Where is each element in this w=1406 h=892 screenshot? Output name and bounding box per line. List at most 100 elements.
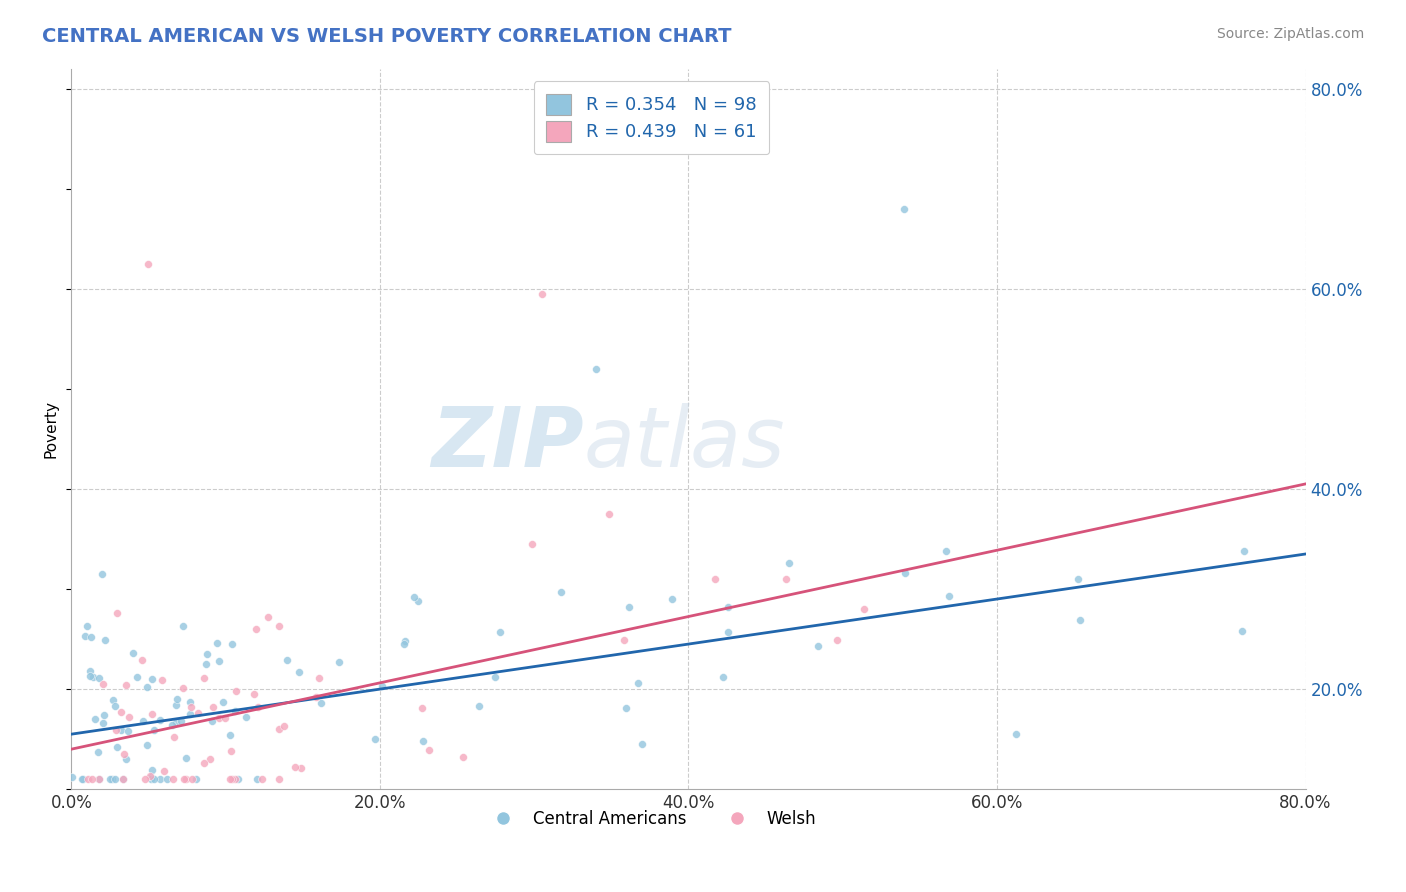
Point — [89, 772, 111, 787]
Point — [256, 610, 278, 624]
Point — [148, 772, 170, 787]
Point — [77, 772, 100, 787]
Point — [935, 544, 957, 558]
Point — [143, 723, 166, 737]
Point — [311, 696, 333, 710]
Point — [284, 760, 307, 774]
Point — [72, 772, 94, 787]
Point — [246, 772, 269, 787]
Point — [101, 772, 124, 787]
Point — [60, 770, 83, 784]
Point — [598, 507, 620, 521]
Point — [250, 772, 273, 787]
Point — [894, 566, 917, 580]
Point — [775, 572, 797, 586]
Point — [112, 772, 135, 787]
Point — [364, 732, 387, 747]
Point — [406, 593, 429, 607]
Point — [328, 655, 350, 669]
Point — [243, 688, 266, 702]
Point — [198, 752, 221, 766]
Point — [221, 637, 243, 651]
Point — [451, 750, 474, 764]
Point — [136, 680, 159, 694]
Point — [616, 700, 638, 714]
Point — [661, 592, 683, 607]
Point — [267, 722, 290, 736]
Point — [825, 632, 848, 647]
Point — [150, 673, 173, 688]
Point — [522, 537, 544, 551]
Point — [221, 772, 243, 787]
Point — [163, 730, 186, 744]
Point — [141, 770, 163, 784]
Point — [105, 739, 128, 754]
Point — [412, 734, 434, 748]
Point — [617, 599, 640, 614]
Point — [111, 772, 134, 787]
Point — [174, 772, 197, 787]
Point — [121, 646, 143, 660]
Point — [228, 772, 250, 787]
Point — [141, 706, 163, 721]
Y-axis label: Poverty: Poverty — [44, 400, 58, 458]
Legend: Central Americans, Welsh: Central Americans, Welsh — [479, 804, 823, 835]
Point — [117, 723, 139, 738]
Point — [1230, 624, 1253, 639]
Point — [394, 634, 416, 648]
Point — [93, 707, 115, 722]
Point — [852, 601, 875, 615]
Point — [180, 700, 202, 714]
Point — [166, 691, 188, 706]
Point — [717, 625, 740, 640]
Point — [131, 714, 153, 728]
Point — [91, 677, 114, 691]
Point — [221, 744, 243, 758]
Point — [87, 671, 110, 685]
Point — [84, 712, 107, 726]
Point — [153, 764, 176, 778]
Text: atlas: atlas — [583, 403, 785, 483]
Point — [193, 756, 215, 770]
Point — [165, 715, 187, 730]
Point — [172, 681, 194, 696]
Point — [79, 664, 101, 678]
Point — [114, 752, 136, 766]
Point — [308, 671, 330, 685]
Point — [98, 772, 121, 787]
Point — [211, 695, 233, 709]
Point — [550, 584, 572, 599]
Point — [214, 711, 236, 725]
Point — [1069, 613, 1091, 627]
Point — [87, 772, 110, 787]
Point — [110, 705, 132, 719]
Point — [1005, 727, 1028, 741]
Point — [118, 710, 141, 724]
Point — [136, 738, 159, 752]
Point — [290, 761, 312, 775]
Point — [82, 772, 104, 787]
Point — [938, 590, 960, 604]
Point — [370, 679, 392, 693]
Point — [224, 772, 246, 787]
Point — [1067, 572, 1090, 586]
Point — [82, 670, 104, 684]
Point — [76, 619, 98, 633]
Point — [127, 670, 149, 684]
Point — [713, 670, 735, 684]
Point — [162, 772, 184, 787]
Point — [194, 657, 217, 671]
Point — [418, 743, 440, 757]
Point — [172, 619, 194, 633]
Point — [245, 622, 267, 636]
Point — [110, 723, 132, 737]
Point — [179, 706, 201, 721]
Point — [288, 665, 311, 680]
Point — [141, 763, 163, 777]
Point — [218, 728, 240, 742]
Point — [219, 772, 242, 787]
Text: Source: ZipAtlas.com: Source: ZipAtlas.com — [1216, 27, 1364, 41]
Point — [208, 710, 231, 724]
Point — [208, 654, 231, 668]
Point — [193, 671, 215, 685]
